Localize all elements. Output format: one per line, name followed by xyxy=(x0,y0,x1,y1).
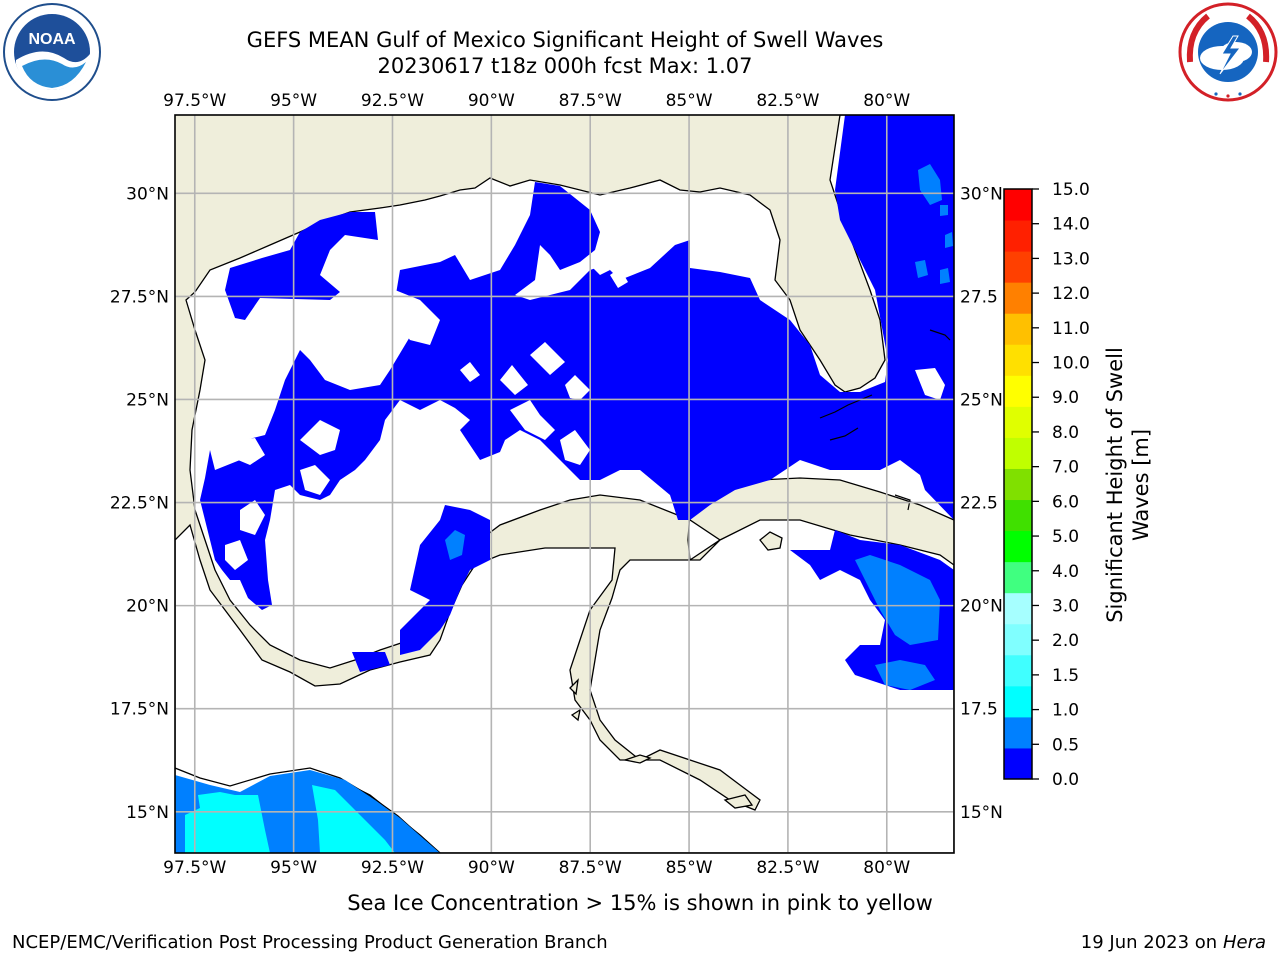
colorbar-tick-label: 2.0 xyxy=(1052,631,1079,651)
lat-label-left: 15°N xyxy=(126,803,169,823)
colorbar-ticks: 15.0 14.0 13.0 12.0 11.0 10.0 9.0 8.0 7.0 6.0 5.0 4… xyxy=(1032,180,1090,790)
machine-name: Hera xyxy=(1222,932,1266,953)
lat-label-left: 25°N xyxy=(126,390,169,410)
colorbar-tick-label: 3.0 xyxy=(1052,596,1079,616)
colorbar-segment xyxy=(1004,468,1032,501)
swell-band-1.0-1.5 xyxy=(185,785,395,853)
colorbar-segment xyxy=(1004,499,1032,532)
lon-label-top: 95°W xyxy=(270,91,317,111)
colorbar-segment xyxy=(1004,530,1032,563)
colorbar-tick-label: 12.0 xyxy=(1052,284,1090,304)
sea-ice-note: Sea Ice Concentration > 15% is shown in … xyxy=(347,891,933,915)
colorbar-segment xyxy=(1004,375,1032,407)
noaa-logo-icon: NOAA xyxy=(3,3,101,101)
axis-labels: 97.5°W 97.5°W 95°W 95°W 92.5°W 92.5°W 90°W 90°W… xyxy=(110,91,1003,878)
lat-label-right: 20°N xyxy=(960,597,1003,617)
colorbar-segment xyxy=(1004,623,1032,656)
colorbar-segment xyxy=(1004,220,1032,252)
lon-label-top: 92.5°W xyxy=(361,91,424,111)
date-line: 19 Jun 2023 on Hera xyxy=(1081,932,1266,953)
lat-label-left: 30°N xyxy=(126,184,169,204)
lon-label-bottom: 87.5°W xyxy=(559,858,622,878)
colorbar-segment xyxy=(1004,561,1032,594)
lon-label-top: 85°W xyxy=(666,91,713,111)
colorbar-segment xyxy=(1004,654,1032,687)
colorbar-segment xyxy=(1004,716,1032,749)
colorbar-segment xyxy=(1004,685,1032,718)
colorbar-frame xyxy=(1003,188,1033,780)
lon-label-top: 97.5°W xyxy=(163,91,226,111)
lat-label-left: 20°N xyxy=(126,597,169,617)
colorbar-tick-label: 6.0 xyxy=(1052,492,1079,512)
nws-logo-icon xyxy=(1178,2,1278,102)
lat-label-right: 30°N xyxy=(960,184,1003,204)
chart-subtitle: 20230617 t18z 000h fcst Max: 1.07 xyxy=(377,54,753,78)
lon-label-top: 80°W xyxy=(863,91,910,111)
lon-label-bottom: 82.5°W xyxy=(756,858,819,878)
colorbar-tick-label: 4.0 xyxy=(1052,562,1079,582)
lon-label-top: 90°W xyxy=(468,91,515,111)
lon-label-top: 82.5°W xyxy=(756,91,819,111)
colorbar-segment xyxy=(1004,251,1032,283)
colorbar-segment xyxy=(1004,189,1032,221)
keys-coast xyxy=(819,329,951,511)
colorbar-tick-label: 8.0 xyxy=(1052,423,1079,443)
colorbar-tick-label: 9.0 xyxy=(1052,388,1079,408)
lon-label-bottom: 97.5°W xyxy=(163,858,226,878)
lat-label-left: 27.5°N xyxy=(110,287,169,307)
swell-band-0-0.5 xyxy=(200,115,954,690)
graticule xyxy=(175,115,954,853)
date-text: 19 Jun 2023 on xyxy=(1080,932,1218,953)
colorbar-tick-label: 13.0 xyxy=(1052,249,1090,269)
colorbar-tick-label: 10.0 xyxy=(1052,354,1090,374)
colorbar-tick-label: 1.5 xyxy=(1052,666,1079,686)
credit-line: NCEP/EMC/Verification Post Processing Pr… xyxy=(12,932,608,953)
colorbar-segment xyxy=(1004,344,1032,376)
lat-label-left: 22.5°N xyxy=(110,494,169,514)
colorbar-tick-label: 0.5 xyxy=(1052,735,1079,755)
chart-title: GEFS MEAN Gulf of Mexico Significant Hei… xyxy=(246,28,884,52)
lon-label-bottom: 80°W xyxy=(863,858,910,878)
lat-label-left: 17.5°N xyxy=(110,700,169,720)
map-frame xyxy=(174,114,955,854)
lon-label-top: 87.5°W xyxy=(559,91,622,111)
lon-label-bottom: 95°W xyxy=(270,858,317,878)
lon-label-bottom: 90°W xyxy=(468,858,515,878)
colorbar-tick-label: 15.0 xyxy=(1052,180,1090,200)
colorbar-segment xyxy=(1004,282,1032,314)
colorbar-tick-label: 5.0 xyxy=(1052,527,1079,547)
lat-label-right: 15°N xyxy=(960,803,1003,823)
lat-label-right: 27.5 xyxy=(960,287,998,307)
lon-label-bottom: 92.5°W xyxy=(361,858,424,878)
colorbar-tick-label: 1.0 xyxy=(1052,701,1079,721)
noaa-logo-text: NOAA xyxy=(28,31,76,48)
colorbar xyxy=(1003,188,1033,780)
colorbar-label-line2: Waves [m] xyxy=(1129,429,1153,541)
colorbar-tick-label: 14.0 xyxy=(1052,215,1090,235)
colorbar-tick-label: 7.0 xyxy=(1052,458,1079,478)
colorbar-segment xyxy=(1004,437,1032,469)
colorbar-segment xyxy=(1004,747,1032,780)
colorbar-segment xyxy=(1004,313,1032,345)
lat-label-right: 25°N xyxy=(960,390,1003,410)
colorbar-segment xyxy=(1004,592,1032,625)
lon-label-bottom: 85°W xyxy=(666,858,713,878)
lat-label-right: 22.5 xyxy=(960,494,998,514)
cuba-island xyxy=(569,531,783,809)
colorbar-label: Significant Height of Swell xyxy=(1103,347,1127,623)
lat-label-right: 17.5 xyxy=(960,700,998,720)
colorbar-tick-label: 11.0 xyxy=(1052,319,1090,339)
colorbar-tick-label: 0.0 xyxy=(1052,770,1079,790)
colorbar-segment xyxy=(1004,406,1032,438)
